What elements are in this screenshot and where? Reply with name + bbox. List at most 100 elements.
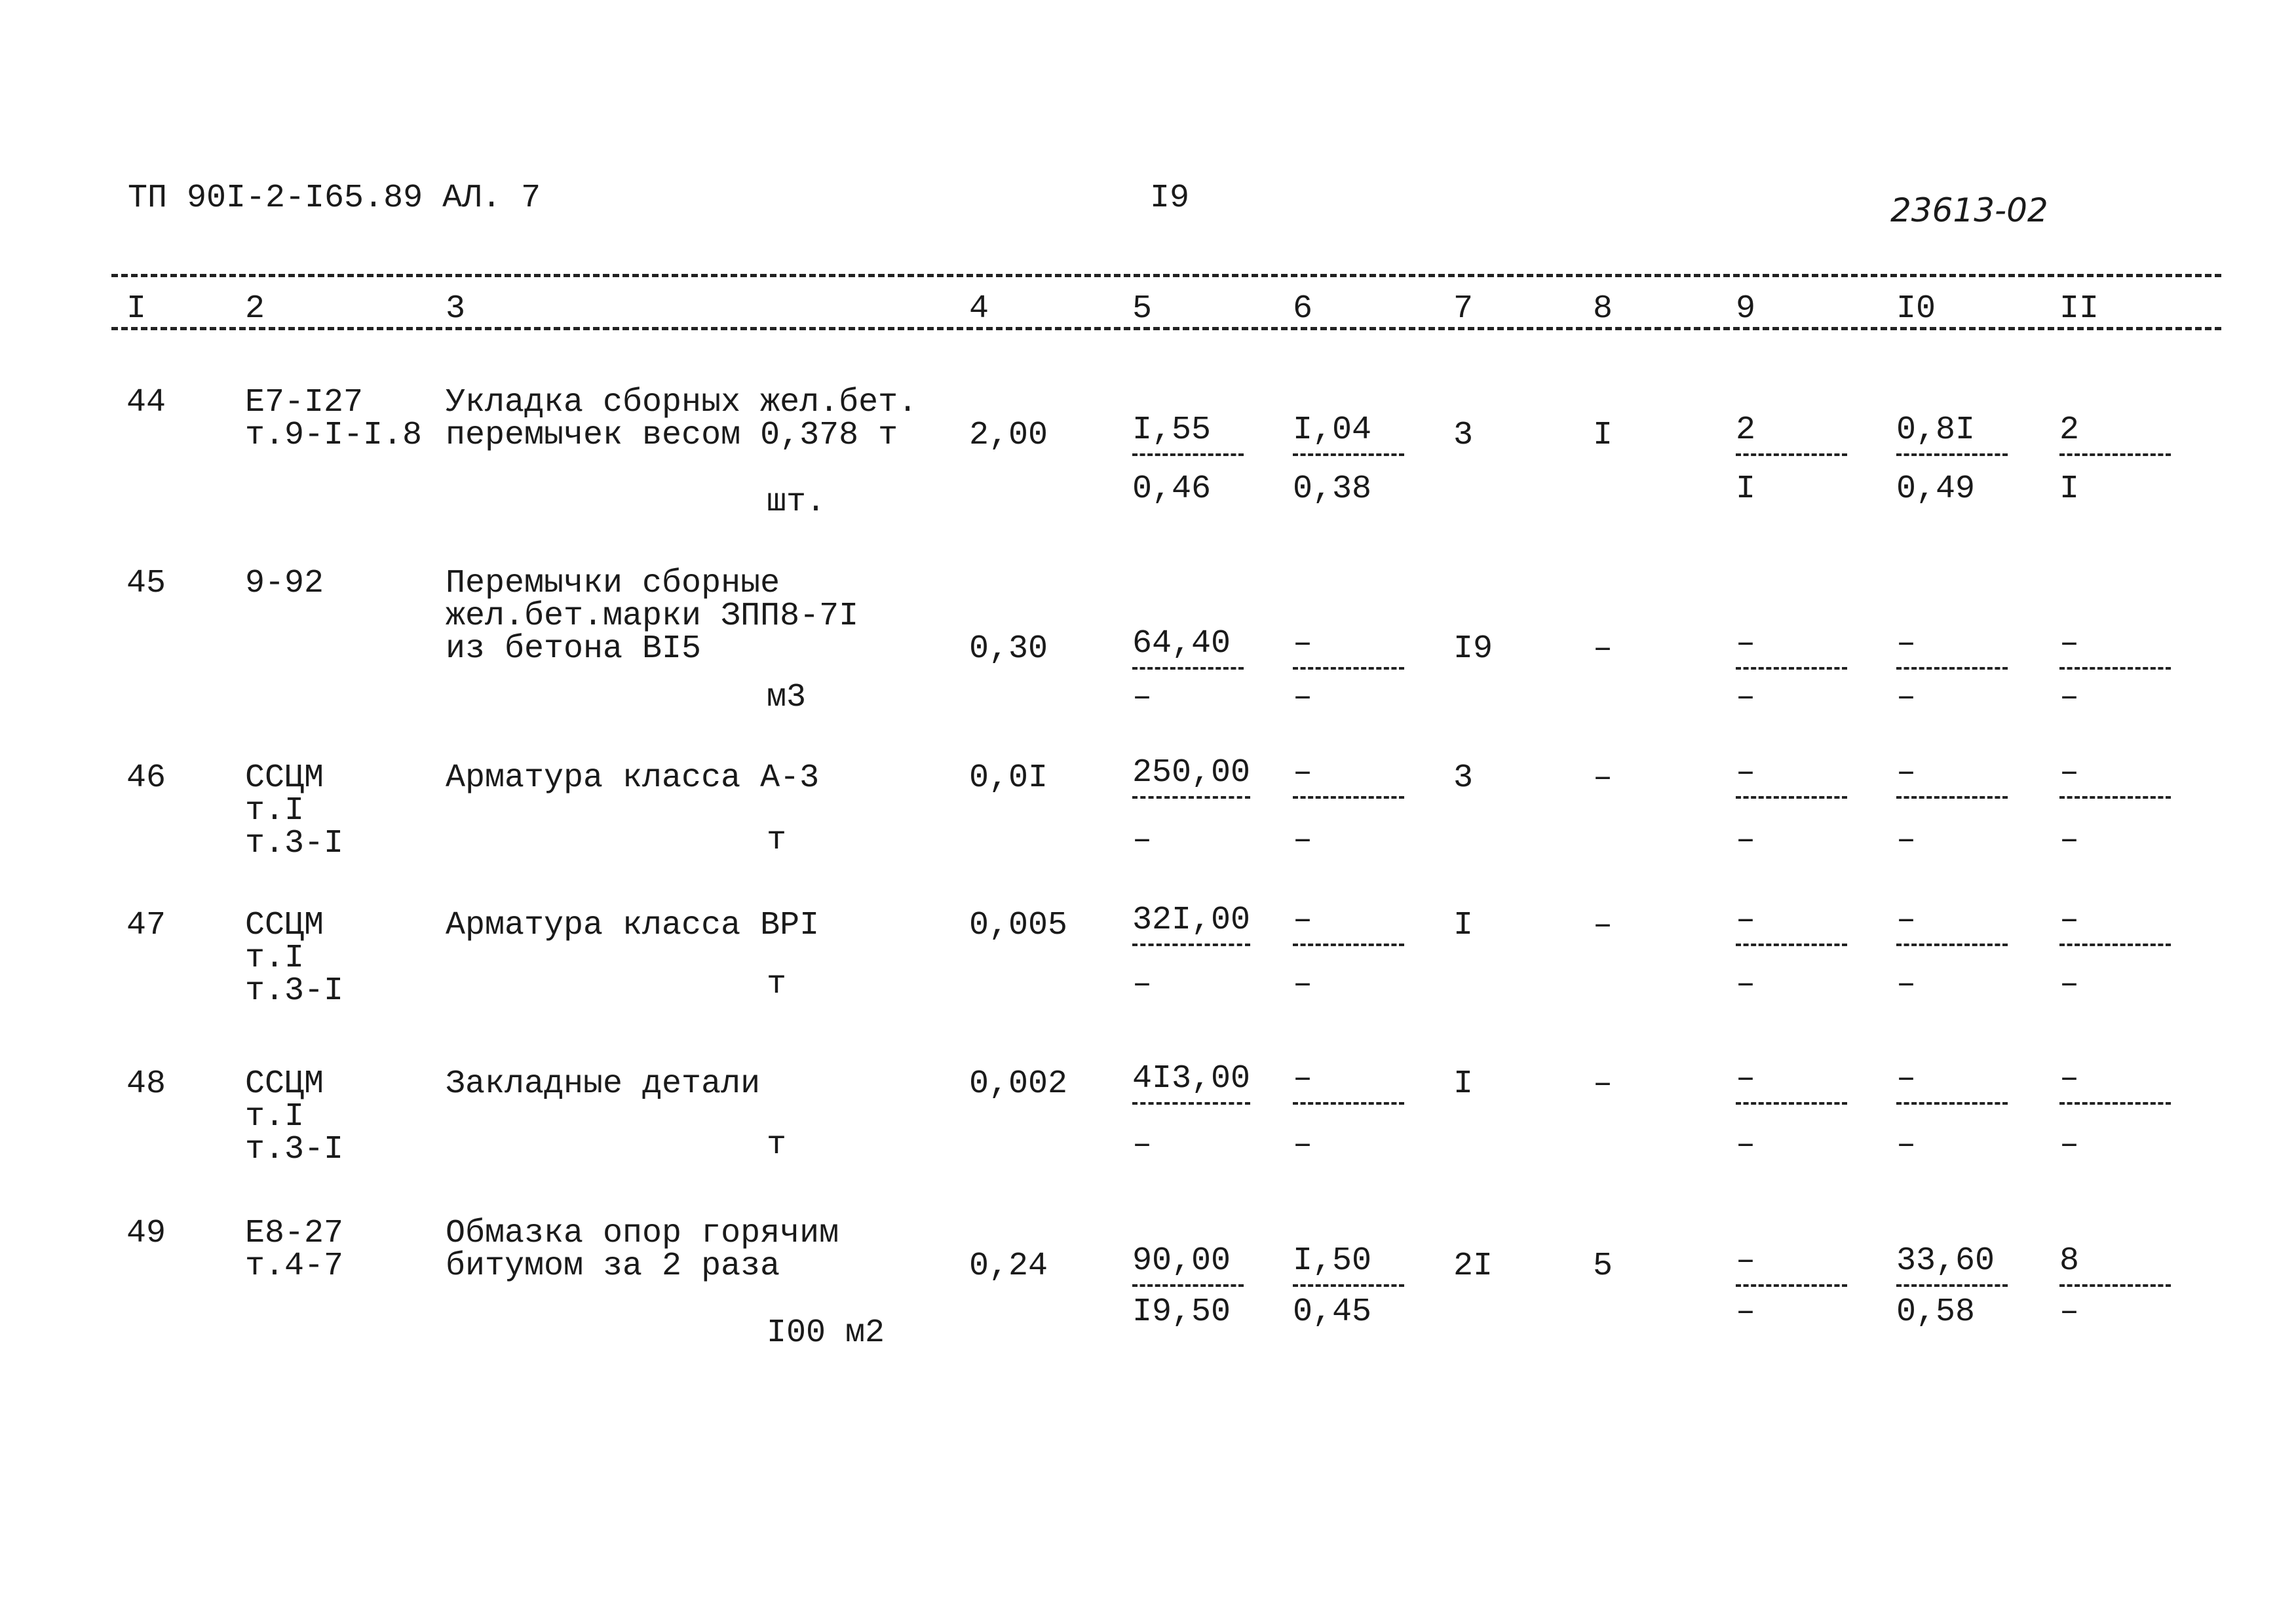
c5-top: 64,40 bbox=[1132, 628, 1244, 670]
c8: – bbox=[1593, 907, 1613, 944]
c9-bottom: – bbox=[1736, 679, 1756, 716]
c11-top: – bbox=[2059, 628, 2171, 670]
c6-top-value: I,50 bbox=[1293, 1245, 1404, 1287]
c9-top: – bbox=[1736, 1063, 1847, 1105]
row-number: 48 bbox=[126, 1065, 166, 1103]
column-header-11: II bbox=[2059, 290, 2099, 328]
c9-top: 2 bbox=[1736, 414, 1847, 456]
c6-top-value: I,04 bbox=[1293, 414, 1404, 456]
c5-top-value: 250,00 bbox=[1132, 757, 1251, 799]
norm-code: т.9-I-I.8 bbox=[245, 417, 423, 454]
row-number: 47 bbox=[126, 907, 166, 944]
column-header-6: 6 bbox=[1293, 290, 1313, 328]
c9-top-value: – bbox=[1736, 1245, 1847, 1287]
column-header-10: I0 bbox=[1896, 290, 1936, 328]
c5-top: 250,00 bbox=[1132, 757, 1251, 799]
column-header-1: I bbox=[126, 290, 147, 328]
work-description: Арматура класса А-3 bbox=[446, 759, 820, 797]
norm-code: т.I bbox=[245, 792, 305, 830]
c10-bottom: 0,49 bbox=[1896, 470, 1976, 508]
norm-code: т.3-I bbox=[245, 972, 344, 1010]
c10-top: – bbox=[1896, 1063, 2008, 1105]
norm-code: ССЦМ bbox=[245, 907, 324, 944]
c7: 3 bbox=[1453, 759, 1474, 797]
c11-top: 2 bbox=[2059, 414, 2171, 456]
norm-code: ССЦМ bbox=[245, 1065, 324, 1103]
norm-code: ССЦМ bbox=[245, 759, 324, 797]
quantity: 0,0I bbox=[969, 759, 1048, 797]
unit: шт. bbox=[767, 484, 826, 521]
c10-bottom: – bbox=[1896, 822, 1917, 859]
c6-top: – bbox=[1293, 757, 1404, 799]
c5-bottom: – bbox=[1132, 966, 1153, 1003]
c5-top: 4I3,00 bbox=[1132, 1063, 1251, 1105]
column-header-5: 5 bbox=[1132, 290, 1153, 328]
c9-top-value: 2 bbox=[1736, 414, 1847, 456]
unit: т bbox=[767, 966, 787, 1003]
quantity: 0,30 bbox=[969, 630, 1048, 668]
work-description: Укладка сборных жел.бет. bbox=[446, 384, 918, 421]
c10-top-value: 33,60 bbox=[1896, 1245, 2008, 1287]
column-header-4: 4 bbox=[969, 290, 989, 328]
c11-bottom: – bbox=[2059, 822, 2080, 859]
c11-top: – bbox=[2059, 904, 2171, 946]
c8: 5 bbox=[1593, 1248, 1613, 1285]
c6-bottom: 0,45 bbox=[1293, 1293, 1372, 1331]
c9-bottom: – bbox=[1736, 1293, 1756, 1331]
c5-top-value: 4I3,00 bbox=[1132, 1063, 1251, 1105]
c10-top-value: – bbox=[1896, 904, 2008, 946]
c7: 2I bbox=[1453, 1248, 1493, 1285]
c9-bottom: – bbox=[1736, 966, 1756, 1003]
c9-bottom: – bbox=[1736, 822, 1756, 859]
c10-top-value: – bbox=[1896, 1063, 2008, 1105]
c6-top: – bbox=[1293, 628, 1404, 670]
c5-bottom: I9,50 bbox=[1132, 1293, 1231, 1331]
c11-top: – bbox=[2059, 757, 2171, 799]
column-header-3: 3 bbox=[446, 290, 466, 328]
c10-top: 0,8I bbox=[1896, 414, 2008, 456]
c9-bottom: I bbox=[1736, 470, 1756, 508]
c11-bottom: – bbox=[2059, 1293, 2080, 1331]
c5-bottom: – bbox=[1132, 1126, 1153, 1164]
row-number: 49 bbox=[126, 1215, 166, 1252]
c9-top-value: – bbox=[1736, 628, 1847, 670]
c5-top: I,55 bbox=[1132, 414, 1244, 456]
c10-top-value: – bbox=[1896, 757, 2008, 799]
c11-bottom: – bbox=[2059, 1126, 2080, 1164]
c6-top: I,04 bbox=[1293, 414, 1404, 456]
unit: I00 м2 bbox=[767, 1314, 885, 1352]
norm-code: т.3-I bbox=[245, 1131, 344, 1168]
c6-top-value: – bbox=[1293, 757, 1404, 799]
work-description: Закладные детали bbox=[446, 1065, 761, 1103]
norm-code: т.I bbox=[245, 940, 305, 977]
c8: I bbox=[1593, 417, 1613, 454]
c7: I bbox=[1453, 1065, 1474, 1103]
c7: I bbox=[1453, 907, 1474, 944]
c5-bottom: – bbox=[1132, 822, 1153, 859]
c9-top: – bbox=[1736, 1245, 1847, 1287]
quantity: 0,002 bbox=[969, 1065, 1068, 1103]
c6-top-value: – bbox=[1293, 904, 1404, 946]
c5-top-value: 64,40 bbox=[1132, 628, 1244, 670]
c10-bottom: – bbox=[1896, 1126, 1917, 1164]
c11-top: – bbox=[2059, 1063, 2171, 1105]
c5-top: 90,00 bbox=[1132, 1245, 1244, 1287]
c6-bottom: – bbox=[1293, 822, 1313, 859]
handwritten-number: 23613-02 bbox=[1890, 191, 2048, 229]
c8: – bbox=[1593, 759, 1613, 797]
work-description: из бетона BI5 bbox=[446, 630, 702, 668]
c11-top-value: 2 bbox=[2059, 414, 2171, 456]
c9-top-value: – bbox=[1736, 757, 1847, 799]
c5-top: 32I,00 bbox=[1132, 904, 1251, 946]
work-description: жел.бет.марки ЗПП8-7I bbox=[446, 598, 859, 635]
c9-top-value: – bbox=[1736, 1063, 1847, 1105]
c10-bottom: – bbox=[1896, 966, 1917, 1003]
c11-top: 8 bbox=[2059, 1245, 2171, 1287]
row-number: 44 bbox=[126, 384, 166, 421]
norm-code: т.3-I bbox=[245, 825, 344, 862]
c9-top: – bbox=[1736, 628, 1847, 670]
c10-top-value: 0,8I bbox=[1896, 414, 2008, 456]
c10-bottom: – bbox=[1896, 679, 1917, 716]
norm-code: т.4-7 bbox=[245, 1248, 344, 1285]
c6-bottom: – bbox=[1293, 679, 1313, 716]
